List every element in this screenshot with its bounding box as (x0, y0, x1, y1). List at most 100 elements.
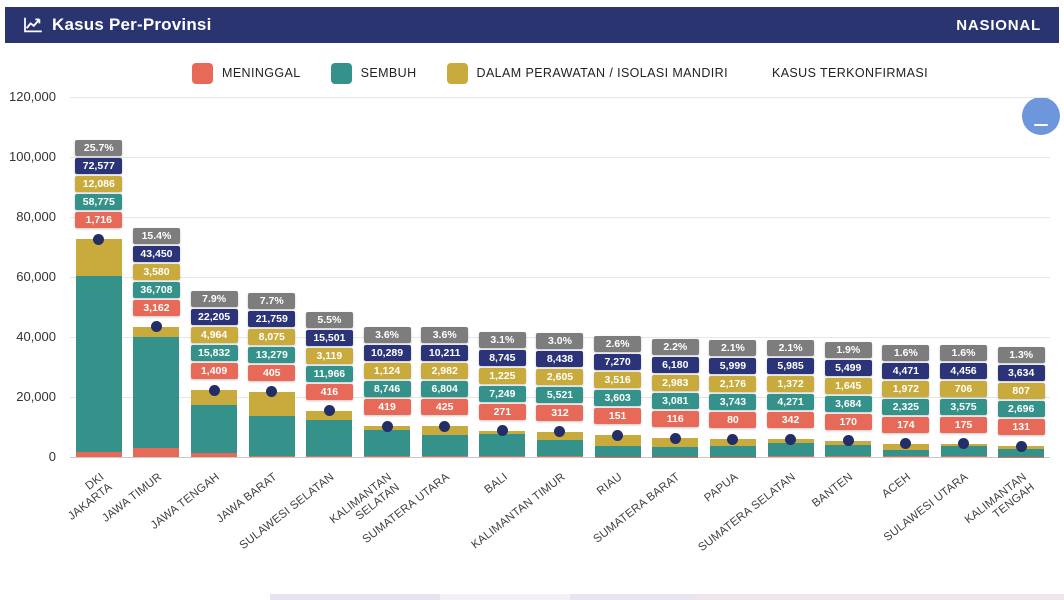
legend-item-kasus-terkonfirmasi[interactable]: KASUS TERKONFIRMASI (772, 66, 928, 80)
meninggal-box-bali: 271 (478, 403, 526, 420)
meninggal-box-kalimantan-timur: 312 (536, 404, 584, 421)
next-panel-edge (0, 594, 1064, 600)
percent-box-kalimantan-timur: 3.0% (536, 332, 584, 349)
x-tick-riau: RIAU (595, 471, 626, 498)
seg-meninggal-jawa-timur (133, 447, 180, 457)
stacked-bar-jawa-barat[interactable] (248, 391, 295, 457)
total-dot-kalimantan-selatan (381, 420, 393, 432)
total-box-sumatera-utara: 10,211 (421, 345, 469, 362)
seg-perawatan-jawa-timur (133, 326, 180, 338)
label-stack-jawa-barat: 7.7% 21,759 8,075 13,279 405 (248, 292, 296, 381)
label-stack-sulawesi-utara: 1.6% 4,456 706 3,575 175 (940, 344, 988, 433)
sembuh-box-sumatera-barat: 3,081 (651, 393, 699, 410)
sembuh-box-sumatera-utara: 6,804 (421, 381, 469, 398)
y-tick-100000: 100,000 (9, 149, 56, 164)
sembuh-box-bali: 7,249 (478, 385, 526, 402)
percent-box-sumatera-selatan: 2.1% (767, 340, 815, 357)
label-stack-jawa-timur: 15.4% 43,450 3,580 36,708 3,162 (132, 227, 180, 316)
bar-column-jawa-barat: 7.7% 21,759 8,075 13,279 405 (243, 97, 301, 457)
sembuh-box-aceh: 2,325 (882, 398, 930, 415)
meninggal-box-sulawesi-utara: 175 (940, 416, 988, 433)
total-dot-sumatera-selatan (785, 433, 797, 445)
perawatan-box-kalimantan-selatan: 1,124 (363, 363, 411, 380)
y-tick-60000: 60,000 (16, 269, 56, 284)
total-box-banten: 5,499 (824, 359, 872, 376)
seg-sembuh-sumatera-selatan (767, 443, 814, 456)
total-dot-kalimantan-tengah (1015, 440, 1027, 452)
seg-perawatan-jawa-tengah (191, 390, 238, 406)
percent-box-papua: 2.1% (709, 340, 757, 357)
meninggal-box-kalimantan-tengah: 131 (997, 419, 1045, 436)
total-box-dki-jakarta: 72,577 (75, 158, 123, 175)
legend-swatch-meninggal (192, 62, 213, 84)
x-tick-papua: PAPUA (702, 471, 741, 505)
gridline-120000 (70, 96, 1050, 98)
total-dot-jawa-tengah (208, 384, 220, 396)
seg-sembuh-kalimantan-timur (536, 439, 583, 457)
percent-box-jawa-barat: 7.7% (248, 292, 296, 309)
percent-box-aceh: 1.6% (882, 344, 930, 361)
sembuh-box-sulawesi-selatan: 11,966 (305, 365, 353, 382)
perawatan-box-sumatera-utara: 2,982 (421, 363, 469, 380)
seg-meninggal-sumatera-selatan (767, 455, 814, 457)
total-dot-banten (842, 435, 854, 447)
percent-box-sumatera-utara: 3.6% (421, 327, 469, 344)
total-box-sulawesi-utara: 4,456 (940, 362, 988, 379)
stacked-bar-dki-jakarta[interactable] (75, 239, 122, 457)
total-box-aceh: 4,471 (882, 362, 930, 379)
total-box-sumatera-barat: 6,180 (651, 357, 699, 374)
x-tick-bali: BALI (482, 471, 510, 497)
percent-box-sulawesi-utara: 1.6% (940, 344, 988, 361)
bar-column-sumatera-utara: 3.6% 10,211 2,982 6,804 425 (416, 97, 474, 457)
seg-sembuh-kalimantan-tengah (998, 448, 1045, 457)
y-tick-20000: 20,000 (16, 389, 56, 404)
stacked-bar-jawa-tengah[interactable] (191, 390, 238, 457)
sembuh-box-sumatera-selatan: 4,271 (767, 394, 815, 411)
plot-area: 25.7% 72,577 12,086 58,775 1,716 15.4% 43,450 3… (70, 96, 1050, 458)
legend-item-sembuh[interactable]: SEMBUH (330, 62, 417, 84)
sembuh-box-jawa-timur: 36,708 (132, 281, 180, 298)
total-box-sulawesi-selatan: 15,501 (305, 329, 353, 346)
total-dot-sulawesi-utara (958, 438, 970, 450)
seg-sembuh-sumatera-barat (652, 447, 699, 457)
meninggal-box-sulawesi-selatan: 416 (305, 383, 353, 400)
perawatan-box-banten: 1,645 (824, 377, 872, 394)
bar-column-jawa-timur: 15.4% 43,450 3,580 36,708 3,162 (128, 97, 186, 457)
line-chart-icon (23, 17, 43, 33)
total-dot-kalimantan-timur (554, 426, 566, 438)
label-stack-banten: 1.9% 5,499 1,645 3,684 170 (824, 341, 872, 430)
seg-sembuh-bali (479, 434, 526, 457)
meninggal-box-papua: 80 (709, 412, 757, 429)
seg-sembuh-banten (825, 445, 872, 457)
percent-box-kalimantan-tengah: 1.3% (997, 347, 1045, 364)
chart-legend: MENINGGAL SEMBUH DALAM PERAWATAN / ISOLASI… (192, 60, 928, 86)
bar-column-kalimantan-selatan: 3.6% 10,289 1,124 8,746 419 (358, 97, 416, 457)
sembuh-box-kalimantan-selatan: 8,746 (363, 381, 411, 398)
y-tick-120000: 120,000 (9, 89, 56, 104)
collapse-button[interactable] (1022, 97, 1060, 135)
gridline-60000 (70, 276, 1050, 278)
perawatan-box-bali: 1,225 (478, 367, 526, 384)
panel-header: Kasus Per-Provinsi NASIONAL (5, 7, 1059, 43)
bar-column-sumatera-selatan: 2.1% 5,985 1,372 4,271 342 (762, 97, 820, 457)
total-dot-riau (612, 429, 624, 441)
x-tick-aceh: ACEH (880, 471, 914, 501)
perawatan-box-sulawesi-selatan: 3,119 (305, 347, 353, 364)
y-tick-80000: 80,000 (16, 209, 56, 224)
stacked-bar-sulawesi-selatan[interactable] (306, 410, 353, 458)
meninggal-box-kalimantan-selatan: 419 (363, 399, 411, 416)
percent-box-dki-jakarta: 25.7% (75, 140, 123, 157)
x-tick-kalimantan-timur: KALIMANTAN TIMUR (469, 471, 568, 552)
stacked-bar-jawa-timur[interactable] (133, 326, 180, 457)
x-tick-banten: BANTEN (810, 471, 856, 510)
legend-item-meninggal[interactable]: MENINGGAL (192, 62, 301, 84)
legend-item-dalam-perawatan-isolasi-mandiri[interactable]: DALAM PERAWATAN / ISOLASI MANDIRI (446, 62, 728, 84)
label-stack-sulawesi-selatan: 5.5% 15,501 3,119 11,966 416 (305, 311, 353, 400)
total-dot-sumatera-utara (439, 420, 451, 432)
percent-box-sumatera-barat: 2.2% (651, 339, 699, 356)
percent-box-banten: 1.9% (824, 341, 872, 358)
label-stack-sumatera-barat: 2.2% 6,180 2,983 3,081 116 (651, 339, 699, 428)
perawatan-box-dki-jakarta: 12,086 (75, 176, 123, 193)
bar-column-bali: 3.1% 8,745 1,225 7,249 271 (474, 97, 532, 457)
